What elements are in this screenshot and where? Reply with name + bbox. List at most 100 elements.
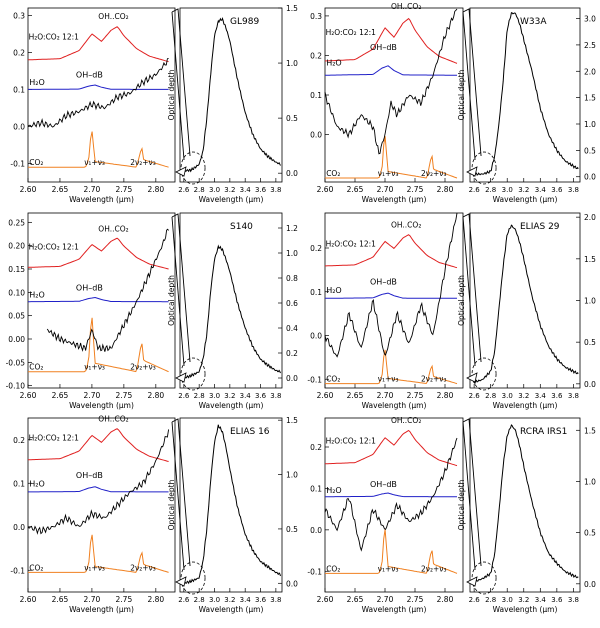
observed-line-right: [473, 424, 579, 584]
x2-tick-label: 3.0: [209, 596, 220, 604]
x-tick-label: 2.80: [437, 185, 454, 194]
panel-name: W33A: [520, 17, 547, 27]
lab-line-mixture: [324, 17, 458, 64]
y2-tick-label: 1.0: [584, 297, 596, 306]
y-tick-label: -0.1: [10, 159, 25, 168]
left-axes-frame: [324, 212, 464, 389]
y2-tick-label: 0.5: [584, 146, 596, 155]
water-label: H₂O: [326, 286, 342, 295]
x-tick-label: 2.70: [377, 391, 394, 400]
x-tick-label: 2.80: [147, 595, 164, 604]
x-tick-label: 2.65: [347, 391, 364, 400]
x2-tick-label: 3.6: [255, 186, 267, 194]
lab-line-co2: [325, 529, 458, 574]
panel-name: S140: [230, 222, 253, 232]
lab-line-mixture: [28, 26, 169, 63]
x-tick-label: 2.80: [437, 595, 454, 604]
x-axis-label: Wavelength (μm): [362, 605, 427, 614]
dangling-label: OH–dB: [370, 43, 397, 52]
y2-axis-label: Optical depth: [167, 69, 176, 120]
y-tick-label: -0.10: [6, 382, 26, 391]
mixture-label: H₂O:CO₂ 12:1: [326, 436, 377, 445]
zoom-connector-upper: [462, 418, 482, 567]
complex-label: OH..CO₂: [98, 12, 128, 21]
y2-tick-label: 1.0: [286, 471, 298, 480]
x2-tick-label: 3.4: [240, 392, 252, 400]
y2-tick-label: 1.5: [584, 255, 596, 264]
y-tick-label: 0.2: [13, 436, 25, 445]
y-tick-label: -0.05: [6, 358, 26, 367]
zoom-ellipse: [180, 151, 206, 185]
x2-axis-label: Wavelength (μm): [199, 401, 264, 410]
zoom-connector-upper: [171, 418, 191, 567]
panel-rcra-irs1: 2.60 2.65 2.70 2.75 2.80 Wavelength (μm) -0.1 0…: [307, 416, 596, 614]
x2-tick-label: 3.6: [551, 596, 563, 604]
x-tick-label: 2.60: [20, 185, 37, 194]
y2-tick-label: 0.0: [286, 374, 298, 383]
nu2-nu3-label: 2ν₂+ν₃: [130, 158, 155, 167]
nu2-nu3-label: 2ν₂+ν₃: [130, 363, 155, 372]
observed-line-left: [324, 8, 458, 155]
x-tick-label: 2.60: [20, 595, 37, 604]
y-tick-label: 0.2: [310, 443, 322, 452]
y2-tick-label: 1.0: [286, 249, 298, 258]
zoom-connector-upper: [462, 8, 482, 157]
left-axes-frame: [27, 417, 176, 593]
zoom-arrow-head: [175, 576, 187, 587]
observed-line-right: [473, 12, 579, 177]
right-axes-frame: [469, 212, 581, 389]
x2-tick-label: 3.4: [535, 392, 547, 400]
nu1-nu3-label: ν₁+ν₃: [84, 363, 105, 372]
y-tick-label: -0.1: [10, 566, 25, 575]
zoom-connector-upper: [171, 8, 191, 157]
water-label: H₂O: [326, 59, 342, 68]
zoom-connector-lower: [462, 421, 476, 571]
lab-line-co2: [325, 136, 458, 179]
co2-label: CO₂: [29, 158, 43, 167]
x2-tick-label: 3.4: [240, 186, 252, 194]
x2-tick-label: 2.6: [469, 186, 481, 194]
x2-tick-label: 3.8: [568, 392, 579, 400]
dangling-label: OH–dB: [76, 71, 103, 80]
co2-label: CO₂: [326, 169, 340, 178]
observed-line-left: [324, 212, 458, 358]
x2-axis-label: Wavelength (μm): [493, 195, 558, 204]
observed-line-right: [473, 224, 579, 385]
x-tick-label: 2.80: [147, 391, 164, 400]
y2-tick-label: 0.2: [286, 349, 298, 358]
observed-line-right: [183, 16, 281, 173]
co2-label: CO₂: [326, 564, 340, 573]
y2-axis-label: Optical depth: [457, 275, 466, 326]
observed-line-left: [27, 57, 169, 129]
x2-tick-label: 3.2: [224, 596, 235, 604]
x-tick-label: 2.70: [377, 185, 394, 194]
x-tick-label: 2.75: [116, 595, 133, 604]
zoom-arrow-head: [466, 576, 478, 587]
x-axis-label: Wavelength (μm): [362, 195, 427, 204]
x2-tick-label: 3.6: [551, 186, 563, 194]
x-tick-label: 2.65: [347, 185, 364, 194]
complex-label: OH..CO₂: [391, 220, 421, 229]
x2-tick-label: 3.0: [502, 392, 513, 400]
x-tick-label: 2.75: [407, 185, 424, 194]
y2-tick-label: 1.0: [584, 477, 596, 486]
x-tick-label: 2.60: [317, 391, 334, 400]
zoom-ellipse: [471, 357, 497, 391]
water-label: H₂O: [29, 290, 45, 299]
x2-tick-label: 3.6: [255, 596, 267, 604]
x2-tick-label: 2.8: [485, 186, 496, 194]
nu1-nu3-label: ν₁+ν₃: [378, 169, 399, 178]
y2-tick-label: 1.0: [584, 120, 596, 129]
lab-line-water: [325, 492, 457, 498]
observed-line-left: [27, 429, 170, 535]
panel-name: RCRA IRS1: [520, 427, 567, 437]
observed-line-left: [324, 437, 458, 552]
y2-tick-label: 0.5: [584, 338, 596, 347]
y2-tick-label: 2.0: [584, 67, 596, 76]
y-tick-label: 0.1: [310, 288, 322, 297]
x-tick-label: 2.65: [52, 595, 69, 604]
y-tick-label: 0.25: [8, 218, 25, 227]
zoom-connector-lower: [171, 216, 185, 367]
y2-tick-label: 0.0: [584, 580, 596, 589]
y-tick-label: 0.1: [13, 479, 25, 488]
